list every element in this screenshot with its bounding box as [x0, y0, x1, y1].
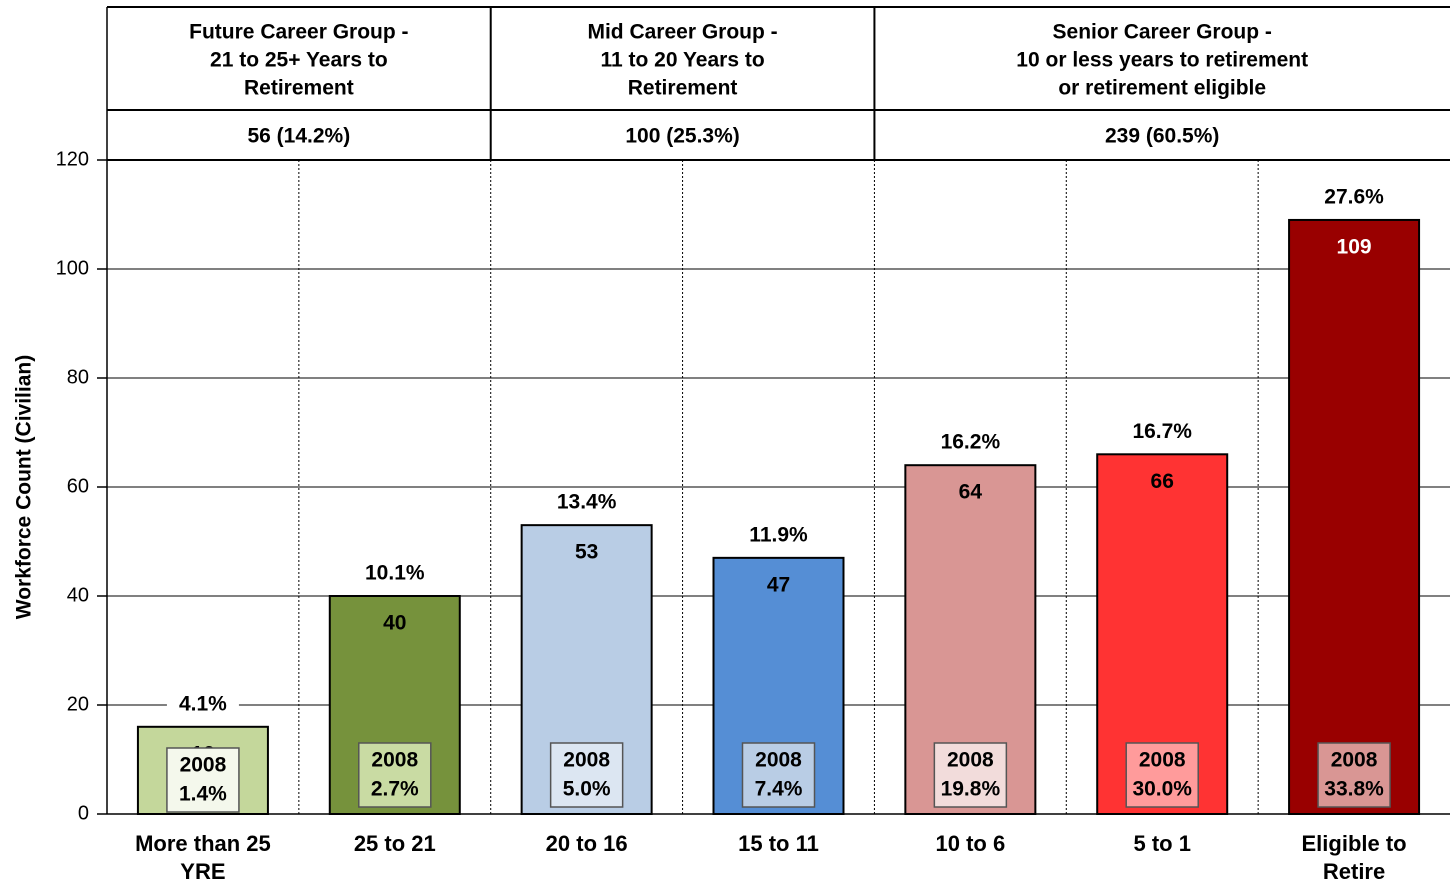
- percent-label: 27.6%: [1324, 185, 1384, 208]
- group-title: Retirement: [244, 77, 354, 100]
- group-title: 21 to 25+ Years to: [210, 49, 388, 72]
- y-tick-label: 60: [67, 475, 89, 497]
- group-title: or retirement eligible: [1058, 77, 1266, 100]
- comparison-percent: 2.7%: [371, 778, 419, 801]
- percent-label-bg: [1318, 183, 1391, 212]
- percent-label-bg: [166, 690, 239, 719]
- group-title: Future Career Group -: [189, 21, 408, 44]
- comparison-percent: 1.4%: [179, 783, 227, 806]
- percent-label-bg: [934, 429, 1007, 458]
- y-tick-label: 20: [67, 693, 89, 715]
- y-tick-label: 120: [56, 148, 89, 170]
- comparison-percent: 19.8%: [941, 778, 1001, 801]
- comparison-year: 2008: [1331, 749, 1378, 772]
- comparison-box: [1125, 742, 1199, 808]
- comparison-box: [741, 742, 816, 808]
- value-label: 53: [575, 541, 598, 564]
- group-title: Senior Career Group -: [1053, 21, 1272, 44]
- group-summary: 100 (25.3%): [625, 125, 739, 148]
- comparison-year: 2008: [371, 749, 418, 772]
- group-title: Mid Career Group -: [587, 21, 777, 44]
- x-tick-label: Eligible to Retire: [1301, 831, 1407, 884]
- group-title: 10 or less years to retirement: [1016, 49, 1308, 72]
- value-label: 109: [1337, 235, 1372, 258]
- comparison-box: [166, 747, 240, 813]
- group-summary: 239 (60.5%): [1105, 125, 1219, 148]
- comparison-box: [549, 742, 624, 808]
- comparison-box: [933, 742, 1008, 808]
- x-tick-label: 20 to 16: [545, 831, 628, 856]
- x-tick-label: 5 to 1: [1133, 831, 1191, 856]
- value-label: 64: [959, 481, 983, 504]
- percent-label-bg: [550, 489, 623, 518]
- percent-label-bg: [1126, 418, 1199, 447]
- y-tick-label: 80: [67, 366, 89, 388]
- comparison-box: [358, 742, 432, 808]
- comparison-box: [1317, 742, 1391, 808]
- x-tick-label: 10 to 6: [935, 831, 1006, 856]
- y-tick-label: 40: [67, 584, 89, 606]
- x-tick-label: 25 to 21: [353, 831, 436, 856]
- percent-label: 13.4%: [557, 491, 617, 514]
- comparison-percent: 30.0%: [1132, 778, 1192, 801]
- comparison-percent: 5.0%: [563, 778, 611, 801]
- percent-label: 11.9%: [749, 523, 808, 546]
- x-tick-label: 15 to 11: [738, 831, 819, 856]
- comparison-year: 2008: [1139, 749, 1186, 772]
- y-tick-label: 100: [56, 257, 89, 279]
- value-label: 47: [767, 573, 790, 596]
- percent-label-bg: [358, 560, 431, 588]
- comparison-year: 2008: [180, 754, 227, 777]
- bar: [1288, 218, 1421, 815]
- percent-label: 4.1%: [179, 692, 227, 715]
- value-label: 40: [383, 612, 406, 635]
- group-summary: 56 (14.2%): [247, 125, 350, 148]
- comparison-percent: 33.8%: [1324, 778, 1384, 801]
- comparison-percent: 7.4%: [755, 778, 803, 801]
- percent-label: 16.7%: [1132, 420, 1192, 443]
- comparison-year: 2008: [563, 749, 610, 772]
- percent-label-bg: [742, 521, 815, 550]
- y-tick-label: 0: [78, 802, 89, 824]
- percent-label: 16.2%: [941, 431, 1001, 454]
- value-label: 66: [1151, 470, 1174, 493]
- group-title: 11 to 20 Years to: [600, 49, 764, 72]
- y-axis-label: Workforce Count (Civilian): [13, 355, 36, 619]
- comparison-year: 2008: [947, 749, 994, 772]
- x-tick-label: More than 25 YRE: [135, 831, 271, 884]
- percent-label: 10.1%: [365, 562, 425, 585]
- group-title: Retirement: [628, 77, 738, 100]
- comparison-year: 2008: [755, 749, 802, 772]
